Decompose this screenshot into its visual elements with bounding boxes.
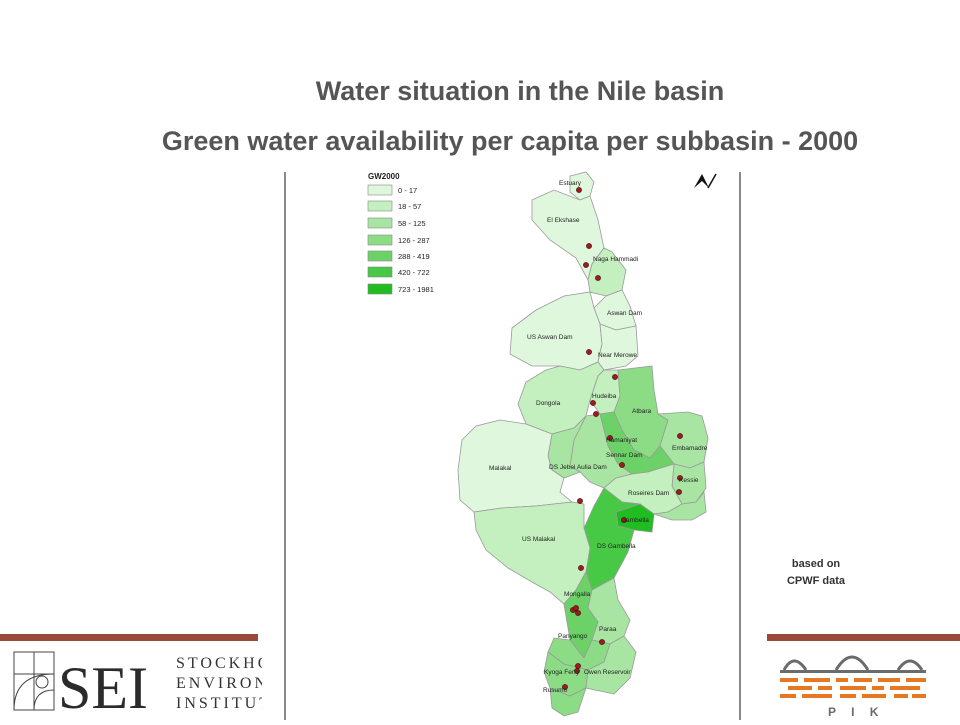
map-frame-left-line: [284, 172, 286, 720]
legend-title: GW2000: [368, 172, 400, 181]
outlet-point: [576, 187, 582, 193]
subbasin-el-ekshase: [531, 189, 605, 282]
subbasin-kessie: [653, 490, 707, 521]
label-embamadre: Embamadre: [672, 445, 708, 452]
label-ds-jebel-aulia-dam: DS Jebel Aulia Dam: [549, 464, 607, 471]
label-kyoga-ferry: Kyoga Ferry: [544, 669, 580, 676]
outlet-point: [677, 433, 683, 439]
label-paraa: Paraa: [599, 626, 617, 633]
outlet-point: [607, 435, 613, 441]
legend-swatch-4: [367, 250, 393, 262]
legend: 0 - 17 18 - 57 58 - 125 126 - 287 288 - …: [367, 184, 434, 295]
outlet-point: [573, 605, 579, 611]
label-hamaniyat: Hamaniyat: [606, 437, 637, 444]
outlet-point: [595, 275, 601, 281]
subbasin-near-merowe: [597, 323, 639, 371]
footer-bar-right: [767, 634, 960, 641]
outlet-point: [619, 462, 625, 468]
subbasin-ds-gambella: [583, 487, 641, 591]
source-note-line-2: CPWF data: [786, 575, 846, 587]
label-malakal: Malakal: [489, 465, 512, 472]
subbasin-labels: Estuary El Ekshase Naga Hammadi Aswan Da…: [489, 180, 708, 694]
outlet-point: [562, 684, 568, 690]
subbasin-us-aswan-dam: [509, 291, 603, 371]
sei-letters: SEI: [58, 655, 148, 720]
legend-swatch-0: [367, 184, 393, 196]
label-atbara: Atbara: [632, 408, 652, 415]
sei-emblem-icon: [13, 651, 55, 711]
legend-swatch-5: [367, 266, 393, 278]
legend-label-3: 126 - 287: [398, 236, 430, 245]
map-subtitle: Green water availability per capita per …: [161, 126, 859, 156]
outlet-point: [575, 610, 581, 616]
north-arrow-icon: [694, 173, 717, 189]
pik-letters: P I K: [828, 705, 884, 719]
pik-logo: P I K: [770, 644, 940, 720]
outlet-point: [590, 400, 596, 406]
legend-swatch-3: [367, 234, 393, 246]
source-note-line-1: based on: [791, 558, 841, 570]
nile-basin-map: GW2000 0 - 17 18 - 57 58 - 125 126 - 287…: [288, 168, 740, 720]
sei-word-1: STOCKHO: [176, 655, 262, 672]
legend-label-4: 288 - 419: [398, 252, 430, 261]
label-ds-gambella: DS Gambella: [597, 543, 636, 550]
legend-label-6: 723 - 1981: [398, 285, 434, 294]
label-near-merowe: Near Merowe: [598, 352, 637, 359]
outlet-point: [575, 663, 581, 669]
outlet-point: [677, 475, 683, 481]
outlet-point: [593, 411, 599, 417]
label-rusumo: Rusumo: [543, 687, 568, 694]
label-us-malakal: US Malakal: [522, 536, 556, 543]
label-kessie: Kessie: [679, 477, 699, 484]
sei-logo: SEI STOCKHO ENVIRON INSTITUT: [0, 644, 262, 720]
outlet-point: [578, 565, 584, 571]
pik-emblem-icon: [780, 655, 926, 698]
subbasin-rusumo: [549, 687, 587, 717]
label-dongola: Dongola: [536, 400, 561, 407]
subbasin-naga-hammadi: [587, 247, 627, 297]
legend-label-2: 58 - 125: [398, 219, 426, 228]
map-frame-right-line: [739, 172, 741, 720]
legend-label-0: 0 - 17: [398, 186, 417, 195]
outlet-point: [586, 243, 592, 249]
label-roseires-dam: Roseires Dam: [628, 490, 669, 497]
label-owen-reservoir: Owen Reservoir: [584, 669, 631, 676]
map-title: Water situation in the Nile basin: [315, 76, 725, 106]
subbasin-us-malakal: [473, 501, 591, 605]
subbasin-polygons: [457, 171, 709, 717]
legend-swatch-1: [367, 200, 393, 212]
outlet-point: [574, 668, 580, 674]
label-gambella: Gambella: [621, 517, 649, 524]
outlet-point: [586, 349, 592, 355]
outlet-point: [612, 374, 618, 380]
legend-swatch-6: [367, 283, 393, 295]
outlet-point: [577, 498, 583, 504]
label-estuary: Estuary: [559, 180, 582, 187]
outlet-points: [562, 187, 683, 690]
legend-swatch-2: [367, 217, 393, 229]
legend-label-1: 18 - 57: [398, 202, 421, 211]
label-panyango: Panyango: [558, 633, 588, 640]
label-us-aswan-dam: US Aswan Dam: [527, 334, 573, 341]
footer-bar-left: [0, 634, 258, 641]
outlet-point: [621, 517, 627, 523]
label-hudeiba: Hudeiba: [592, 393, 617, 400]
outlet-point: [583, 262, 589, 268]
outlet-point: [676, 489, 682, 495]
legend-label-5: 420 - 722: [398, 268, 430, 277]
label-aswan-dam: Aswan Dam: [607, 310, 642, 317]
label-el-ekshase: El Ekshase: [547, 217, 580, 224]
sei-word-3: INSTITUT: [176, 695, 262, 712]
label-naga-hammadi: Naga Hammadi: [593, 256, 638, 263]
source-note: based on CPWF data: [766, 556, 866, 590]
label-mongalla: Mongalla: [564, 591, 591, 598]
subbasin-owen-reservoir: [585, 635, 637, 695]
outlet-point: [599, 639, 605, 645]
label-sennar-dam: Sennar Dam: [606, 452, 643, 459]
sei-word-2: ENVIRON: [176, 675, 262, 692]
